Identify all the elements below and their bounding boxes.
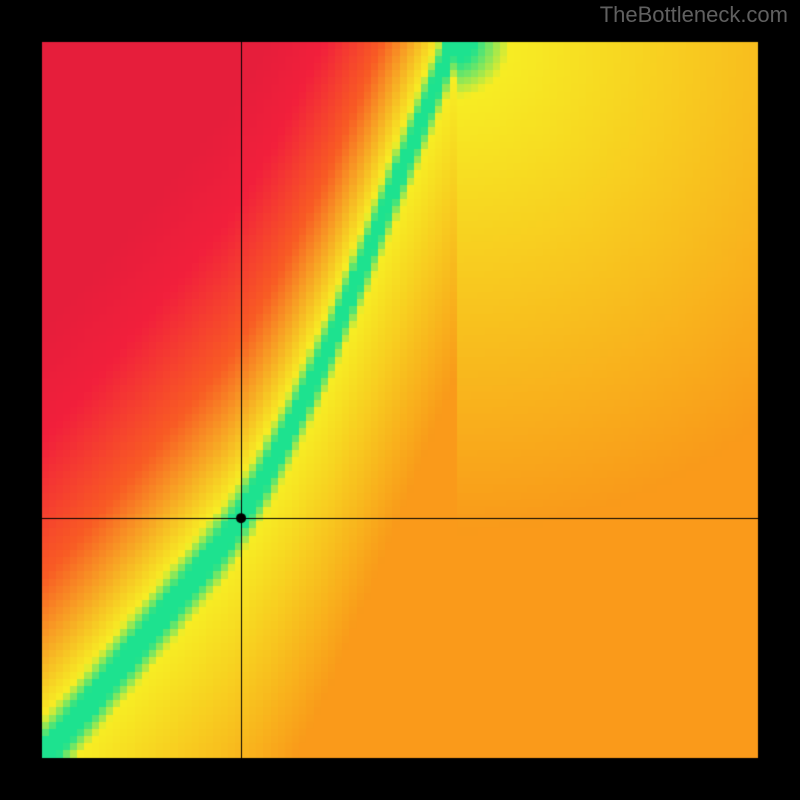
heatmap-canvas <box>0 0 800 800</box>
chart-container: TheBottleneck.com <box>0 0 800 800</box>
watermark-text: TheBottleneck.com <box>600 2 788 28</box>
